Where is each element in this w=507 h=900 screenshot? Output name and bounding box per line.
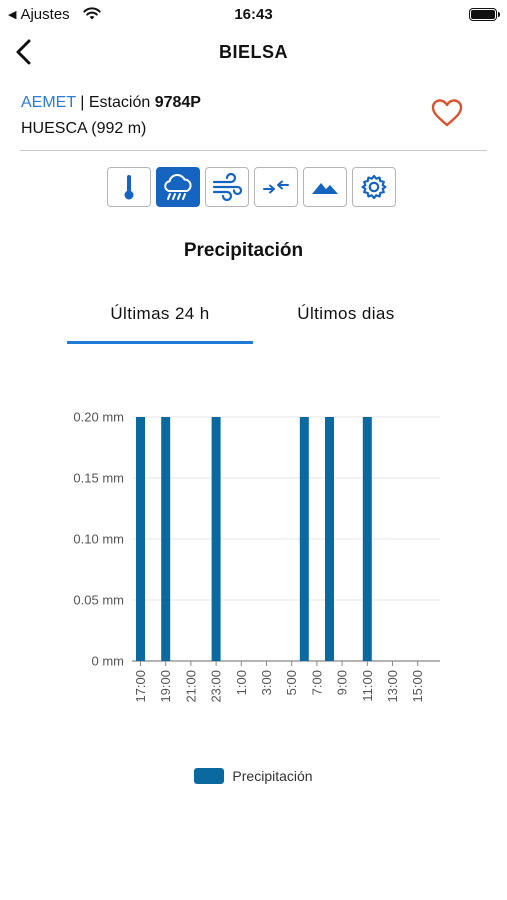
back-to-settings-label: Ajustes (20, 6, 70, 23)
x-tick-label: 11:00 (360, 670, 375, 702)
back-chevron-icon[interactable] (12, 38, 36, 66)
wind-button[interactable] (205, 167, 249, 207)
rain-cloud-icon (164, 173, 192, 200)
x-tick-label: 3:00 (259, 670, 274, 695)
favorite-heart-icon[interactable] (430, 96, 464, 130)
bar (362, 417, 372, 661)
back-to-settings-link[interactable]: ◀ Ajustes (8, 6, 70, 23)
x-tick-label: 9:00 (335, 670, 350, 695)
altitude-button[interactable] (303, 167, 347, 207)
x-tick-label: 23:00 (209, 670, 224, 703)
station-code: 9784P (154, 94, 201, 111)
settings-gear-icon (361, 174, 387, 200)
station-line: AEMET | Estación 9784P (21, 90, 201, 116)
x-tick-label: 17:00 (133, 670, 148, 703)
tab-last-days[interactable]: Últimos dias (297, 304, 395, 323)
y-tick-label: 0 mm (92, 654, 125, 669)
nav-bar: BIELSA (0, 30, 507, 74)
station-info: AEMET | Estación 9784P HUESCA (992 m) (21, 90, 201, 142)
legend-label: Precipitación (232, 768, 313, 784)
bar (211, 417, 221, 661)
source-link[interactable]: AEMET (21, 94, 76, 111)
bar (325, 417, 334, 661)
x-tick-label: 13:00 (385, 670, 400, 703)
y-tick-label: 0.20 mm (73, 410, 124, 425)
x-tick-label: 21:00 (183, 670, 198, 703)
precipitation-button[interactable] (156, 167, 200, 207)
x-tick-label: 1:00 (234, 670, 249, 695)
section-heading: Precipitación (183, 240, 304, 261)
bar (136, 417, 145, 661)
status-time: 16:43 (234, 6, 273, 23)
station-separator: | Estación (80, 94, 151, 111)
chart-legend: Precipitación (0, 768, 507, 784)
station-location: HUESCA (992 m) (21, 120, 147, 137)
bar (299, 417, 309, 661)
bar (161, 417, 171, 661)
wind-icon (212, 173, 243, 201)
mountain-icon (312, 183, 338, 194)
x-tick-label: 19:00 (158, 670, 173, 703)
pressure-button[interactable] (254, 167, 298, 207)
divider (20, 150, 487, 151)
temperature-button[interactable] (107, 167, 151, 207)
pressure-arrows-icon (263, 180, 289, 194)
page-title: BIELSA (218, 42, 288, 62)
y-tick-label: 0.05 mm (73, 593, 124, 608)
precipitation-chart: 0 mm 0.05 mm 0.10 mm 0.15 mm 0.20 mm 17:00 19:… (73, 410, 440, 703)
back-triangle-icon: ◀ (8, 9, 17, 21)
tab-last-24h[interactable]: Últimas 24 h (67, 300, 253, 344)
y-tick-label: 0.15 mm (73, 471, 124, 486)
status-bar: ◀ Ajustes 16:43 (0, 0, 507, 30)
legend-swatch (194, 768, 225, 784)
period-tabs: Últimas 24 h Últimos dias (67, 300, 439, 344)
battery-icon (469, 8, 500, 21)
settings-button[interactable] (352, 167, 396, 207)
y-tick-label: 0.10 mm (73, 532, 124, 547)
x-tick-label: 7:00 (309, 670, 324, 695)
x-tick-label: 15:00 (410, 670, 425, 703)
thermometer-icon (124, 175, 134, 200)
metric-toolbar (107, 167, 396, 207)
x-tick-label: 5:00 (284, 670, 299, 695)
wifi-icon (83, 7, 101, 20)
